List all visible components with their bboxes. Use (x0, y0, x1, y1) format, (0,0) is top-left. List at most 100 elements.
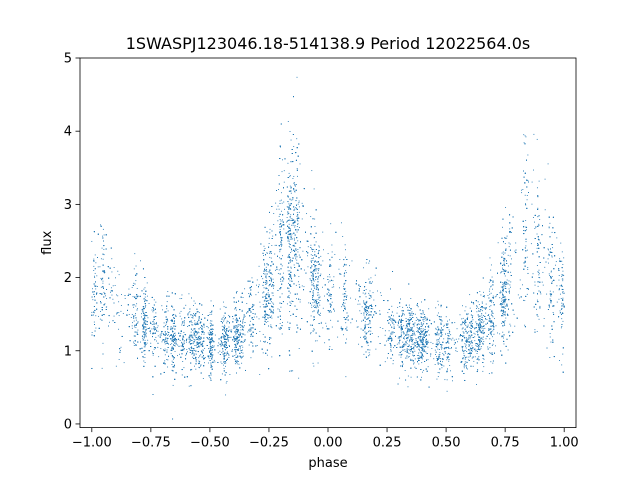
data-point (210, 347, 212, 349)
data-point (329, 274, 330, 276)
data-point (365, 289, 367, 291)
data-point (465, 337, 467, 339)
data-point (314, 218, 316, 220)
data-point (184, 348, 185, 350)
data-point (103, 303, 105, 305)
data-point (320, 255, 322, 257)
data-point (464, 343, 466, 345)
data-point (173, 321, 175, 322)
data-point (288, 237, 289, 239)
data-point (277, 308, 279, 310)
data-point (525, 245, 527, 247)
data-point (281, 225, 283, 226)
data-point (316, 261, 318, 263)
data-point (328, 281, 329, 283)
data-point (364, 321, 366, 323)
data-point (220, 340, 222, 341)
data-point (200, 336, 202, 338)
data-point (412, 338, 414, 340)
data-point (426, 317, 428, 319)
data-point (558, 279, 560, 281)
data-point (479, 319, 481, 321)
data-point (393, 326, 395, 328)
data-point (120, 304, 122, 306)
data-point (157, 325, 159, 327)
data-point (181, 322, 183, 324)
data-point (404, 349, 406, 351)
data-point (350, 297, 352, 299)
data-point (508, 291, 510, 293)
data-point (281, 333, 283, 335)
data-point (228, 357, 230, 358)
data-point (473, 303, 475, 305)
data-point (397, 337, 399, 339)
data-point (173, 325, 174, 327)
data-point (428, 326, 430, 328)
data-point (223, 306, 225, 308)
data-point (536, 233, 538, 235)
data-point (110, 291, 111, 293)
data-point (412, 347, 414, 349)
data-point (146, 282, 148, 284)
data-point (263, 306, 265, 308)
data-point (416, 326, 418, 328)
data-point (343, 273, 345, 275)
data-point (167, 366, 169, 368)
data-point (455, 338, 457, 340)
data-point (224, 330, 226, 332)
data-point (143, 342, 145, 344)
data-point (287, 270, 289, 272)
data-point (412, 332, 414, 334)
data-point (317, 362, 319, 364)
data-point (400, 318, 402, 320)
data-point (439, 352, 441, 354)
data-point (491, 322, 493, 324)
data-point (193, 332, 195, 334)
data-point (479, 340, 481, 342)
data-point (296, 215, 298, 217)
data-point (538, 318, 540, 320)
data-point (145, 334, 147, 336)
data-point (101, 278, 103, 280)
data-point (237, 356, 239, 358)
data-point (410, 319, 412, 320)
data-point (551, 255, 553, 257)
data-point (208, 348, 210, 350)
data-point (486, 319, 488, 321)
data-point (157, 346, 159, 348)
data-point (156, 322, 157, 324)
data-point (162, 339, 164, 341)
data-point (223, 324, 225, 326)
data-point (225, 349, 226, 351)
data-point (223, 329, 225, 331)
data-point (471, 340, 473, 342)
data-point (273, 224, 275, 225)
data-point (389, 316, 391, 318)
data-point (420, 340, 422, 342)
data-point (448, 346, 450, 348)
data-point (143, 317, 145, 319)
data-point (260, 340, 261, 342)
data-point (276, 208, 278, 210)
data-point (280, 280, 282, 282)
data-point (296, 298, 298, 300)
data-point (504, 320, 506, 322)
data-point (406, 323, 408, 325)
data-point (480, 294, 482, 296)
data-point (236, 356, 238, 358)
data-point (217, 352, 219, 354)
data-point (142, 307, 144, 309)
data-point (367, 344, 369, 346)
data-point (500, 272, 502, 274)
data-point (101, 319, 103, 321)
data-point (408, 356, 410, 358)
data-point (290, 199, 292, 201)
data-point (263, 273, 264, 275)
data-point (259, 301, 261, 303)
data-point (271, 327, 273, 329)
data-point (167, 334, 169, 336)
data-point (471, 325, 473, 327)
data-point (136, 298, 138, 300)
data-point (505, 305, 507, 307)
data-point (363, 314, 365, 316)
